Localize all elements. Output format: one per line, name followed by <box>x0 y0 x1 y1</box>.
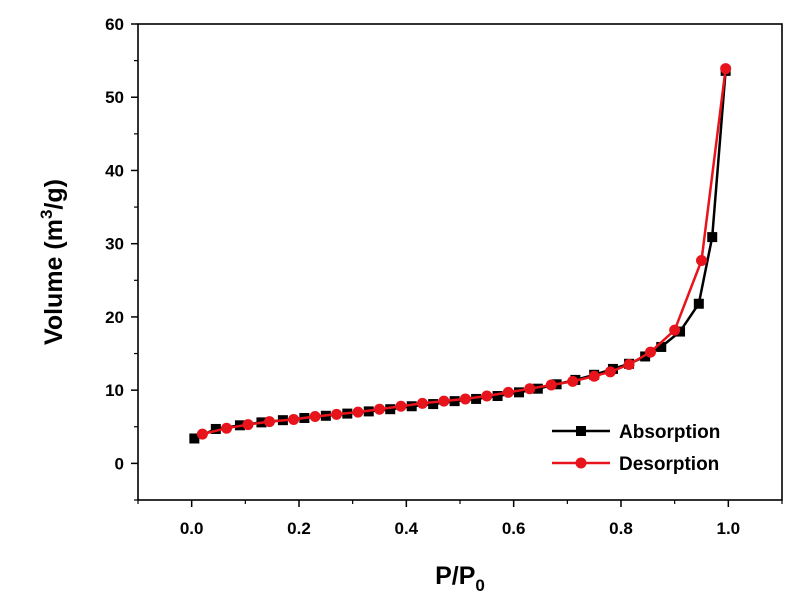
series-line-desorption <box>202 68 727 436</box>
data-point-desorption <box>459 393 471 405</box>
x-axis: 0.0 0.2 0.4 0.6 0.8 1.0 <box>137 500 783 538</box>
legend-item-desorption: Desorption <box>552 454 719 475</box>
series-layer <box>189 63 732 444</box>
data-point-desorption <box>438 395 450 407</box>
y-tick-label: 20 <box>105 308 124 327</box>
data-point-absorption <box>656 341 667 352</box>
series-absorption <box>189 65 731 444</box>
data-point-absorption <box>492 391 503 402</box>
data-point-absorption <box>189 433 200 444</box>
data-point-desorption <box>567 375 579 387</box>
legend-marker-absorption <box>576 426 586 436</box>
data-point-desorption <box>720 63 732 75</box>
legend-item-absorption: Absorption <box>552 422 720 443</box>
data-point-desorption <box>242 419 254 431</box>
data-point-desorption <box>416 397 428 409</box>
y-axis-title-tail: /g) <box>40 179 68 210</box>
x-axis-title-subscript: 0 <box>475 576 484 595</box>
y-tick-label: 60 <box>105 15 124 34</box>
y-axis: 0 10 20 30 40 50 60 <box>105 15 138 501</box>
legend-label-absorption: Absorption <box>619 422 720 443</box>
series-line-absorption <box>193 70 727 440</box>
y-axis-title-main: Volume (m <box>40 219 68 345</box>
data-point-absorption <box>693 298 704 309</box>
data-point-desorption <box>502 386 514 398</box>
data-point-desorption <box>196 428 208 440</box>
legend-label-desorption: Desorption <box>619 454 719 475</box>
data-point-desorption <box>604 366 616 378</box>
x-axis-title-main: P/P <box>435 562 475 590</box>
data-point-desorption <box>588 370 600 382</box>
data-point-desorption <box>481 390 493 402</box>
x-tick-label: 0.6 <box>502 519 526 538</box>
series-desorption <box>196 63 732 440</box>
data-point-desorption <box>374 403 385 415</box>
data-point-desorption <box>395 400 407 412</box>
data-point-absorption <box>532 383 543 394</box>
data-point-desorption <box>263 416 275 428</box>
x-tick-label: 0.8 <box>609 519 633 538</box>
legend: Absorption Desorption <box>552 422 720 475</box>
data-point-desorption <box>221 422 233 434</box>
y-tick-label: 0 <box>115 454 124 473</box>
y-tick-label: 50 <box>105 88 124 107</box>
y-axis-title: Volume (m3/g) <box>37 179 68 345</box>
data-point-absorption <box>707 232 718 243</box>
y-tick-label: 10 <box>105 381 124 400</box>
x-tick-label: 0.4 <box>395 519 419 538</box>
data-point-desorption <box>288 413 300 425</box>
x-tick-label: 0.0 <box>180 519 204 538</box>
data-point-desorption <box>309 411 321 423</box>
data-point-absorption <box>385 404 396 415</box>
data-point-absorption <box>514 387 525 398</box>
data-point-desorption <box>623 359 635 371</box>
data-point-absorption <box>210 423 221 434</box>
data-point-desorption <box>696 255 707 267</box>
data-point-desorption <box>352 406 364 418</box>
y-tick-label: 30 <box>105 235 124 254</box>
x-tick-label: 1.0 <box>717 519 741 538</box>
data-point-desorption <box>331 408 343 420</box>
x-axis-title: P/P0 <box>435 562 485 595</box>
y-tick-label: 40 <box>105 161 124 180</box>
data-point-absorption <box>471 393 482 404</box>
data-point-desorption <box>669 324 681 336</box>
legend-marker-desorption <box>575 457 587 469</box>
data-point-absorption <box>428 399 439 410</box>
data-point-absorption <box>675 326 686 337</box>
data-point-desorption <box>545 379 557 391</box>
data-point-desorption <box>645 346 657 358</box>
x-tick-label: 0.2 <box>287 519 311 538</box>
data-point-desorption <box>524 383 536 395</box>
data-point-absorption <box>406 401 417 412</box>
y-axis-title-superscript: 3 <box>37 210 56 219</box>
